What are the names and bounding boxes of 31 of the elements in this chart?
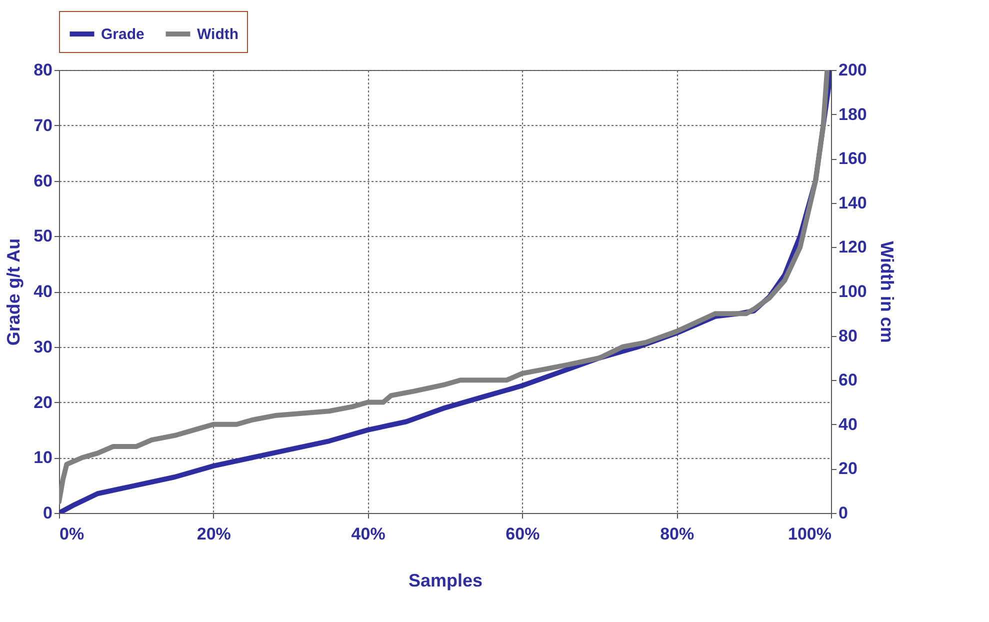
y-tick-label: 70 xyxy=(34,116,52,135)
x-tick-label: 60% xyxy=(506,524,540,544)
y2-tick-label: 40 xyxy=(838,414,858,434)
y2-tick-label: 20 xyxy=(838,459,858,478)
x-tick-label: 100% xyxy=(788,524,832,544)
legend-label: Width xyxy=(197,26,239,43)
x-tick-label: 20% xyxy=(196,524,231,544)
y2-tick-label: 0 xyxy=(838,504,848,522)
y-tick-label: 30 xyxy=(34,337,52,356)
y-tick-label: 60 xyxy=(34,171,52,190)
x-tick-label: 80% xyxy=(660,524,694,544)
y2-tick-label: 160 xyxy=(838,149,867,168)
y-axis-title: Grade g/t Au xyxy=(4,238,24,346)
y2-tick-label: 60 xyxy=(838,370,858,390)
x-axis-title: Samples xyxy=(408,570,483,590)
x-tick-label: 0% xyxy=(60,524,84,544)
y2-tick-label: 120 xyxy=(838,238,867,257)
y2-axis-title: Width in cm xyxy=(876,241,897,343)
y2-tick-label: 140 xyxy=(838,193,867,212)
x-tick-label: 40% xyxy=(351,524,386,544)
y-tick-label: 10 xyxy=(34,448,52,468)
y2-tick-label: 100 xyxy=(838,282,867,301)
legend-label: Grade xyxy=(101,26,144,43)
y-tick-label: 40 xyxy=(34,282,52,301)
y-tick-label: 50 xyxy=(34,226,52,246)
y-tick-label: 20 xyxy=(34,392,52,412)
y2-tick-label: 200 xyxy=(838,60,867,80)
y2-tick-label: 180 xyxy=(838,104,867,124)
y-tick-label: 80 xyxy=(34,60,52,80)
y-tick-label: 0 xyxy=(43,504,52,522)
y2-tick-label: 80 xyxy=(838,326,858,346)
